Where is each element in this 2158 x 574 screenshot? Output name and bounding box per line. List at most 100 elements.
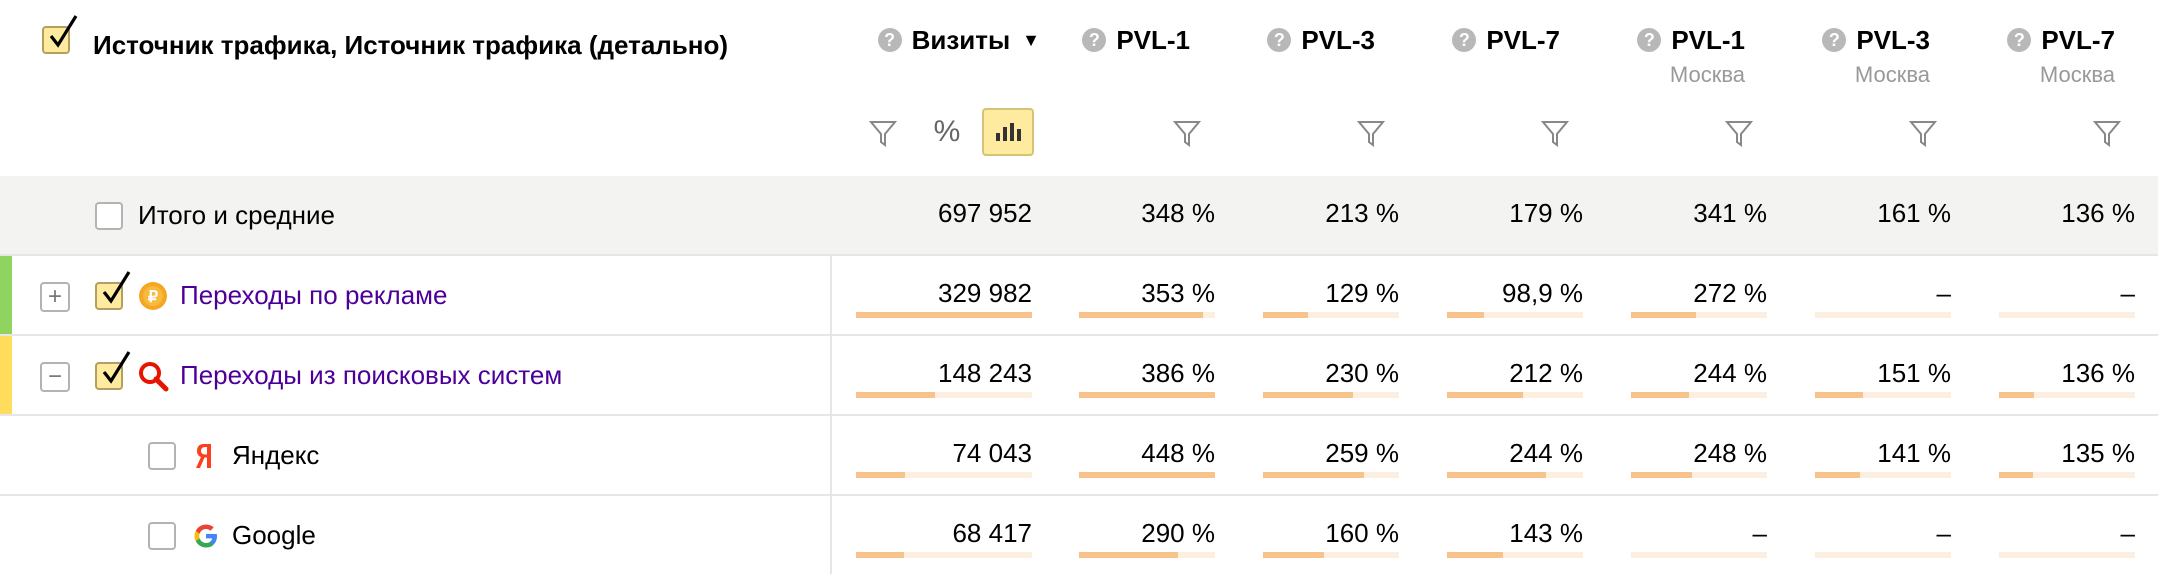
value-bar-fill <box>856 392 935 398</box>
value-cell: 353 % <box>1141 278 1215 308</box>
value-cell: 135 % <box>2061 438 2135 468</box>
row-checkbox[interactable] <box>148 522 176 550</box>
checkmark-icon <box>102 351 131 384</box>
table-row[interactable]: Google 68 417 290 % 160 % 143 % – – – <box>0 494 2158 574</box>
value-bar-track <box>1079 472 1215 478</box>
row-label: Google <box>232 520 316 550</box>
value-bar-fill <box>1263 312 1308 318</box>
value-bar-fill <box>1263 552 1324 558</box>
bar-chart-toggle-button[interactable] <box>982 108 1034 156</box>
column-header-pvl7[interactable]: ? PVL-7 <box>1440 20 1560 60</box>
value-cell: 386 % <box>1141 358 1215 388</box>
collapse-button[interactable]: − <box>40 362 70 392</box>
help-icon[interactable]: ? <box>1082 28 1107 52</box>
total-cell: 213 % <box>1325 198 1399 228</box>
value-cell: 98,9 % <box>1502 278 1583 308</box>
value-cell: 448 % <box>1141 438 1215 468</box>
value-bar-fill <box>1447 472 1546 478</box>
value-bar-track <box>1079 312 1215 318</box>
table-row[interactable]: + ₽ Переходы по рекламе 329 982 353 % 129 … <box>0 254 2158 336</box>
column-header-pvl7-moscow[interactable]: ? PVL-7 <box>1995 20 2115 60</box>
value-cell: 272 % <box>1693 278 1767 308</box>
value-bar-track <box>1263 312 1399 318</box>
bar-chart-icon <box>995 123 1021 141</box>
value-cell: 290 % <box>1141 518 1215 548</box>
row-checkbox[interactable] <box>148 442 176 470</box>
search-magnifier-icon <box>139 362 169 392</box>
value-bar-fill <box>1263 472 1364 478</box>
value-cell: 143 % <box>1509 518 1583 548</box>
filter-icon[interactable] <box>2092 118 2122 148</box>
value-bar-track <box>1263 472 1399 478</box>
value-bar-fill <box>1447 312 1484 318</box>
value-cell: 212 % <box>1509 358 1583 388</box>
yandex-logo-icon <box>196 444 211 468</box>
help-icon[interactable]: ? <box>877 28 902 52</box>
filter-icon[interactable] <box>1724 118 1754 148</box>
select-all-checkbox[interactable] <box>42 15 78 54</box>
row-label-link[interactable]: Переходы по рекламе <box>180 280 448 310</box>
value-bar-fill <box>856 472 905 478</box>
column-header-pvl3-moscow[interactable]: ? PVL-3 <box>1810 20 1930 60</box>
value-bar-track <box>1631 472 1767 478</box>
value-cell: 230 % <box>1325 358 1399 388</box>
help-icon[interactable]: ? <box>1822 28 1847 52</box>
dimension-title: Источник трафика, Источник трафика (дета… <box>93 30 729 60</box>
total-cell: 697 952 <box>938 198 1032 228</box>
value-cell: 248 % <box>1693 438 1767 468</box>
expand-button[interactable]: + <box>40 282 70 312</box>
value-bar-track <box>856 312 1032 318</box>
row-color-marker <box>0 336 12 416</box>
value-cell: 68 417 <box>952 518 1032 548</box>
column-header-visits[interactable]: ? Визиты ▼ <box>870 20 1040 60</box>
value-bar-track <box>1631 552 1767 558</box>
table-row[interactable]: Яндекс 74 043 448 % 259 % 244 % 248 % 141 % 13… <box>0 414 2158 494</box>
percent-toggle-button[interactable]: % <box>933 115 961 148</box>
value-bar-track <box>1999 312 2135 318</box>
value-bar-track <box>1999 552 2135 558</box>
value-cell: – <box>1936 278 1951 308</box>
svg-text:₽: ₽ <box>148 289 158 306</box>
table-row[interactable]: − Переходы из поисковых систем 148 243 38… <box>0 334 2158 416</box>
total-cell: 161 % <box>1877 198 1951 228</box>
total-cell: 341 % <box>1693 198 1767 228</box>
value-bar-track <box>1447 312 1583 318</box>
help-icon[interactable]: ? <box>1452 28 1477 52</box>
value-bar-track <box>1079 392 1215 398</box>
column-subtitle: Москва <box>1669 62 1745 87</box>
value-cell: 329 982 <box>938 278 1032 308</box>
value-bar-fill <box>1631 472 1692 478</box>
value-bar-fill <box>1079 392 1215 398</box>
row-label-link[interactable]: Переходы из поисковых систем <box>180 360 563 390</box>
help-icon[interactable]: ? <box>2007 28 2032 52</box>
value-cell: – <box>1936 518 1951 548</box>
total-cell: 136 % <box>2061 198 2135 228</box>
value-bar-fill <box>1079 472 1215 478</box>
value-cell: 129 % <box>1325 278 1399 308</box>
google-logo-icon <box>194 524 217 548</box>
column-header-pvl3[interactable]: ? PVL-3 <box>1255 20 1375 60</box>
filter-icon[interactable] <box>868 118 898 148</box>
totals-checkbox[interactable] <box>95 202 123 230</box>
row-checkbox[interactable] <box>95 271 131 310</box>
help-icon[interactable]: ? <box>1267 28 1292 52</box>
value-bar-fill <box>856 312 1032 318</box>
help-icon[interactable]: ? <box>1637 28 1662 52</box>
filter-icon[interactable] <box>1540 118 1570 148</box>
filter-icon[interactable] <box>1172 118 1202 148</box>
value-bar-fill <box>1079 552 1178 558</box>
value-bar-track <box>1815 552 1951 558</box>
filter-icon[interactable] <box>1908 118 1938 148</box>
value-cell: – <box>2120 278 2135 308</box>
value-cell: 141 % <box>1877 438 1951 468</box>
filter-icon[interactable] <box>1356 118 1386 148</box>
totals-row: Итого и средние 697 952 348 % 213 % 179 … <box>0 176 2158 256</box>
row-checkbox[interactable] <box>95 351 131 390</box>
column-header-pvl1-moscow[interactable]: ? PVL-1 <box>1625 20 1745 60</box>
value-bar-fill <box>1079 312 1203 318</box>
sort-desc-icon[interactable]: ▼ <box>1022 29 1040 50</box>
row-label: Яндекс <box>232 440 320 470</box>
column-header-pvl1[interactable]: ? PVL-1 <box>1070 20 1190 60</box>
value-bar-fill <box>1999 472 2033 478</box>
total-cell: 179 % <box>1509 198 1583 228</box>
